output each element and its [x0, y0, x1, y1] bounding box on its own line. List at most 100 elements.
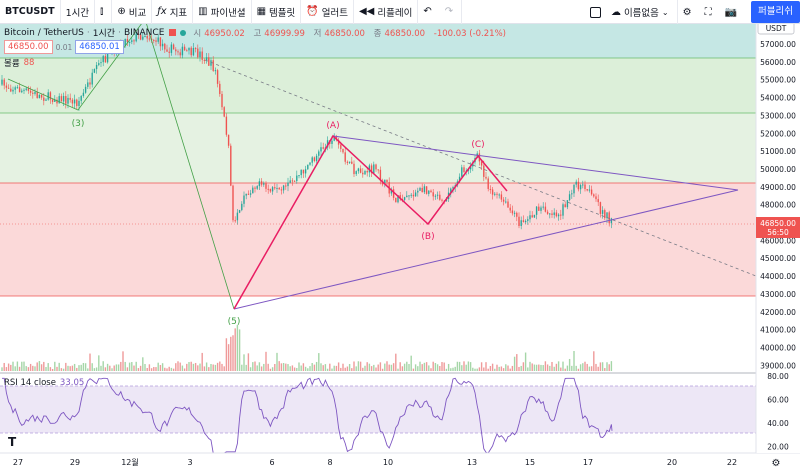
- candle-body: [384, 179, 386, 185]
- alert-text: 얼러트: [321, 7, 348, 19]
- price-tick: 50000.00: [760, 165, 796, 174]
- settings-gear-icon[interactable]: ⚙: [772, 458, 781, 469]
- candle-body: [135, 33, 137, 42]
- volume-bar: [362, 367, 364, 371]
- layout-checkbox[interactable]: [585, 0, 606, 24]
- volume-bar: [436, 364, 439, 371]
- symbol-search-button[interactable]: BTCUSDT: [0, 0, 61, 24]
- symbol-legend[interactable]: Bitcoin / TetherUS · 1시간 · BINANCE 시 4695…: [4, 26, 509, 40]
- candle-body: [590, 189, 593, 195]
- volume-bar: [56, 366, 58, 371]
- candle-body: [326, 140, 329, 148]
- layout-name-button[interactable]: ☁ 이름없음 ⌄: [606, 0, 678, 24]
- compare-button[interactable]: ⊕ 비교: [112, 0, 153, 24]
- alert-button[interactable]: ⏰ 얼러트: [301, 0, 354, 24]
- candle-body: [560, 214, 562, 216]
- volume-bar: [309, 366, 311, 371]
- time-axis[interactable]: 27 29 12월 3 6 8 10 13 15 17 20 22: [13, 457, 737, 467]
- candle-body: [221, 93, 223, 108]
- volume-bar: [432, 361, 434, 371]
- abc-wave-line[interactable]: [233, 134, 508, 310]
- volume-bar: [485, 362, 487, 371]
- volume-bar: [58, 362, 60, 371]
- candle-body: [395, 197, 397, 203]
- volume-bar: [192, 363, 195, 371]
- rsi-tick: 80.00: [767, 372, 789, 381]
- interval-button[interactable]: 1시간: [61, 0, 96, 24]
- volume-bar: [388, 364, 390, 371]
- volume-bar: [469, 362, 472, 371]
- candle-body: [155, 40, 157, 42]
- volume-bar: [584, 361, 586, 371]
- candle-body: [245, 193, 247, 196]
- settings-button[interactable]: ⚙: [678, 0, 700, 24]
- chart-type-button[interactable]: ⫾: [95, 0, 113, 24]
- volume-bar: [335, 365, 338, 371]
- candle-body: [285, 185, 287, 187]
- candle-body: [104, 56, 107, 63]
- templates-button[interactable]: ▦ 템플릿: [252, 0, 302, 24]
- volume-bar: [172, 368, 175, 371]
- indicators-button[interactable]: ƒx 지표: [152, 0, 194, 24]
- candle-body: [375, 164, 377, 170]
- replay-button[interactable]: ◀◀ 리플레이: [354, 0, 419, 24]
- screenshot-button[interactable]: 📷: [720, 0, 745, 24]
- triangle-lower-line[interactable]: [233, 189, 739, 310]
- candle-body: [540, 207, 542, 211]
- fullscreen-button[interactable]: ⛶: [700, 0, 720, 24]
- candle-body: [516, 212, 518, 217]
- candle-body: [419, 187, 421, 191]
- buy-button[interactable]: 46850.01: [75, 40, 124, 54]
- checkbox-icon: [589, 6, 601, 18]
- candle-body: [494, 193, 496, 195]
- candle-body: [271, 187, 274, 192]
- rsi-axis[interactable]: 80.00 60.00 40.00 20.00: [767, 372, 789, 452]
- volume-legend[interactable]: 볼륨 88: [4, 57, 34, 69]
- volume-bar: [478, 367, 481, 371]
- candle-body: [535, 206, 538, 215]
- volume-bar: [384, 363, 386, 371]
- volume-bar: [524, 352, 527, 371]
- volume-bar: [210, 363, 212, 371]
- red-flag-icon[interactable]: [169, 29, 177, 36]
- candle-body: [491, 189, 494, 195]
- candle-body: [153, 39, 155, 41]
- candle-body: [342, 148, 344, 153]
- volume-bar: [223, 366, 225, 371]
- volume-bar: [434, 362, 437, 371]
- candle-body: [82, 92, 85, 96]
- wave-label-3: (3): [72, 119, 85, 129]
- price-tick: 51000.00: [760, 147, 796, 156]
- volume-bar: [322, 365, 324, 371]
- sell-button[interactable]: 46850.00: [4, 40, 53, 54]
- volume-bar: [595, 363, 597, 371]
- candle-body: [458, 176, 461, 182]
- currency-box[interactable]: [757, 24, 795, 35]
- redo-button[interactable]: ↷: [440, 0, 463, 24]
- triangle-upper-line[interactable]: [332, 135, 739, 191]
- financials-button[interactable]: ▥ 파이낸셜: [193, 0, 252, 24]
- candle-body: [344, 152, 346, 162]
- candle-body: [575, 181, 577, 185]
- volume-bar: [496, 364, 498, 371]
- chart-canvas[interactable]: (3) (5) (A) (B) (C) 27 29 12월 3 6 8 10 13 15 17 20…: [0, 24, 800, 471]
- tradingview-logo[interactable]: T: [8, 435, 17, 449]
- rsi-legend[interactable]: RSI 14 close 33.05: [4, 378, 84, 388]
- volume-bar: [199, 363, 201, 371]
- publish-button[interactable]: 퍼블리쉬: [751, 1, 800, 23]
- dashed-trendline[interactable]: [204, 59, 757, 277]
- undo-icon: ↶: [423, 6, 432, 17]
- volume-bar: [87, 368, 89, 371]
- volume-bar: [500, 366, 503, 371]
- impulse-wave-line[interactable]: [7, 24, 235, 310]
- volume-bar: [170, 367, 173, 371]
- zone-green-upper: [0, 58, 756, 113]
- candle-body: [21, 90, 23, 93]
- volume-bar: [401, 366, 404, 371]
- volume-bar: [73, 363, 76, 371]
- volume-bar: [252, 362, 254, 371]
- volume-bar: [458, 361, 461, 371]
- undo-button[interactable]: ↶: [418, 0, 439, 24]
- volume-bar: [610, 361, 613, 371]
- candle-body: [73, 99, 76, 104]
